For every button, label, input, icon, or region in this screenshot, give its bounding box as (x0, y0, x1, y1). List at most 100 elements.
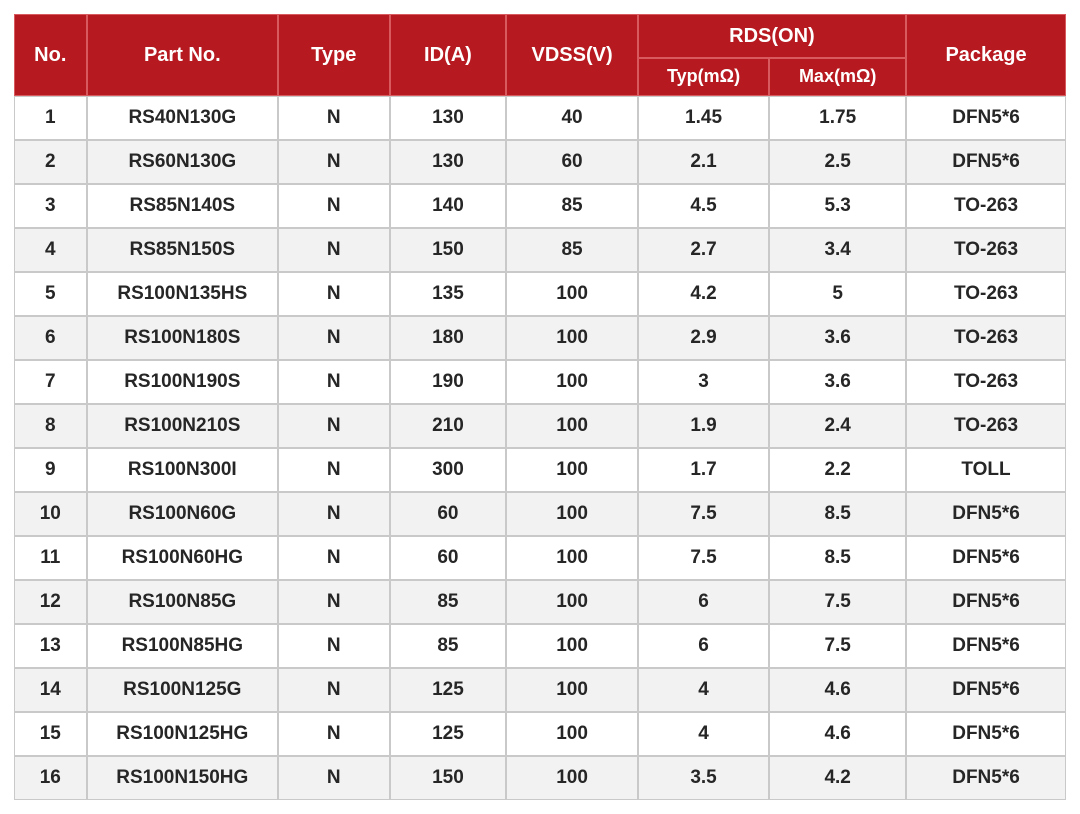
cell-type: N (278, 96, 390, 140)
cell-vdss: 100 (506, 756, 638, 800)
cell-max: 2.4 (769, 404, 906, 448)
table-row: 15RS100N125HGN12510044.6DFN5*6 (14, 712, 1066, 756)
cell-part: RS60N130G (87, 140, 278, 184)
cell-max: 4.6 (769, 668, 906, 712)
cell-pkg: TO-263 (906, 272, 1066, 316)
cell-max: 8.5 (769, 492, 906, 536)
cell-no: 2 (14, 140, 87, 184)
cell-typ: 3 (638, 360, 770, 404)
hdr-type: Type (278, 14, 390, 96)
table-row: 9RS100N300IN3001001.72.2TOLL (14, 448, 1066, 492)
cell-id: 150 (390, 756, 507, 800)
cell-no: 14 (14, 668, 87, 712)
cell-vdss: 60 (506, 140, 638, 184)
cell-typ: 4.2 (638, 272, 770, 316)
cell-id: 140 (390, 184, 507, 228)
cell-type: N (278, 360, 390, 404)
cell-id: 135 (390, 272, 507, 316)
cell-vdss: 100 (506, 360, 638, 404)
cell-type: N (278, 316, 390, 360)
cell-vdss: 40 (506, 96, 638, 140)
table-row: 14RS100N125GN12510044.6DFN5*6 (14, 668, 1066, 712)
hdr-pkg: Package (906, 14, 1066, 96)
cell-part: RS100N135HS (87, 272, 278, 316)
table-body: 1RS40N130GN130401.451.75DFN5*62RS60N130G… (14, 96, 1066, 800)
cell-max: 4.6 (769, 712, 906, 756)
cell-id: 300 (390, 448, 507, 492)
cell-typ: 4.5 (638, 184, 770, 228)
cell-max: 7.5 (769, 580, 906, 624)
cell-pkg: TO-263 (906, 228, 1066, 272)
header-row-top: No. Part No. Type ID(A) VDSS(V) RDS(ON) … (14, 14, 1066, 58)
cell-pkg: DFN5*6 (906, 712, 1066, 756)
cell-type: N (278, 624, 390, 668)
cell-max: 5.3 (769, 184, 906, 228)
cell-pkg: TO-263 (906, 316, 1066, 360)
table-row: 6RS100N180SN1801002.93.6TO-263 (14, 316, 1066, 360)
cell-type: N (278, 184, 390, 228)
cell-no: 5 (14, 272, 87, 316)
cell-typ: 6 (638, 580, 770, 624)
cell-part: RS100N125HG (87, 712, 278, 756)
cell-pkg: DFN5*6 (906, 756, 1066, 800)
cell-part: RS85N140S (87, 184, 278, 228)
table-row: 1RS40N130GN130401.451.75DFN5*6 (14, 96, 1066, 140)
cell-max: 4.2 (769, 756, 906, 800)
cell-part: RS100N85G (87, 580, 278, 624)
cell-part: RS85N150S (87, 228, 278, 272)
cell-max: 2.2 (769, 448, 906, 492)
cell-no: 15 (14, 712, 87, 756)
cell-part: RS100N85HG (87, 624, 278, 668)
cell-type: N (278, 712, 390, 756)
table-row: 3RS85N140SN140854.55.3TO-263 (14, 184, 1066, 228)
cell-pkg: TO-263 (906, 360, 1066, 404)
hdr-rds: RDS(ON) (638, 14, 906, 58)
cell-id: 125 (390, 712, 507, 756)
cell-part: RS100N180S (87, 316, 278, 360)
cell-type: N (278, 228, 390, 272)
hdr-typ: Typ(mΩ) (638, 58, 770, 96)
cell-max: 3.6 (769, 316, 906, 360)
cell-max: 2.5 (769, 140, 906, 184)
cell-no: 11 (14, 536, 87, 580)
cell-type: N (278, 492, 390, 536)
cell-pkg: TO-263 (906, 184, 1066, 228)
mosfet-table: No. Part No. Type ID(A) VDSS(V) RDS(ON) … (14, 14, 1066, 800)
cell-no: 10 (14, 492, 87, 536)
table-row: 8RS100N210SN2101001.92.4TO-263 (14, 404, 1066, 448)
table-head: No. Part No. Type ID(A) VDSS(V) RDS(ON) … (14, 14, 1066, 96)
cell-type: N (278, 448, 390, 492)
cell-id: 85 (390, 580, 507, 624)
cell-typ: 2.7 (638, 228, 770, 272)
cell-part: RS100N125G (87, 668, 278, 712)
cell-type: N (278, 140, 390, 184)
cell-typ: 2.1 (638, 140, 770, 184)
cell-no: 13 (14, 624, 87, 668)
cell-pkg: TOLL (906, 448, 1066, 492)
cell-id: 190 (390, 360, 507, 404)
cell-type: N (278, 404, 390, 448)
table-row: 2RS60N130GN130602.12.5DFN5*6 (14, 140, 1066, 184)
cell-max: 5 (769, 272, 906, 316)
cell-typ: 6 (638, 624, 770, 668)
cell-vdss: 100 (506, 492, 638, 536)
cell-vdss: 100 (506, 404, 638, 448)
cell-part: RS100N150HG (87, 756, 278, 800)
table-row: 4RS85N150SN150852.73.4TO-263 (14, 228, 1066, 272)
cell-typ: 1.45 (638, 96, 770, 140)
cell-no: 6 (14, 316, 87, 360)
cell-id: 210 (390, 404, 507, 448)
cell-max: 3.6 (769, 360, 906, 404)
cell-no: 3 (14, 184, 87, 228)
cell-id: 60 (390, 492, 507, 536)
cell-type: N (278, 756, 390, 800)
cell-vdss: 100 (506, 272, 638, 316)
cell-pkg: DFN5*6 (906, 492, 1066, 536)
hdr-max: Max(mΩ) (769, 58, 906, 96)
cell-pkg: DFN5*6 (906, 536, 1066, 580)
cell-vdss: 100 (506, 580, 638, 624)
cell-id: 180 (390, 316, 507, 360)
cell-vdss: 100 (506, 624, 638, 668)
table-row: 5RS100N135HSN1351004.25TO-263 (14, 272, 1066, 316)
cell-vdss: 100 (506, 316, 638, 360)
